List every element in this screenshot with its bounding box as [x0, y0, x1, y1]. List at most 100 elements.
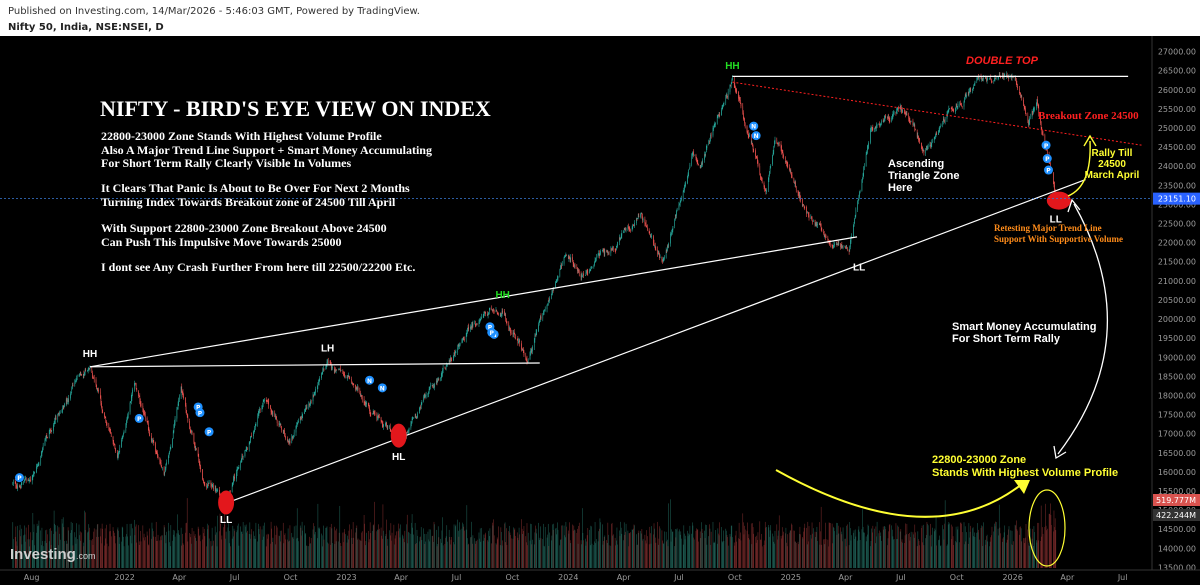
- volume-bar: [715, 530, 716, 568]
- volume-bar: [416, 529, 418, 568]
- volume-bar: [359, 539, 361, 568]
- candle-body: [957, 104, 959, 107]
- candle-body: [977, 77, 978, 81]
- candle-body: [972, 88, 974, 90]
- volume-bar: [93, 531, 94, 568]
- candle-body: [289, 440, 290, 443]
- volume-bar: [446, 525, 448, 568]
- volume-bar: [658, 538, 660, 568]
- candle-body: [50, 430, 52, 432]
- candle-body: [23, 482, 25, 484]
- candle-body: [173, 427, 175, 433]
- volume-bar: [215, 534, 217, 568]
- volume-bar: [84, 529, 86, 568]
- candle-body: [943, 118, 944, 122]
- volume-bar: [576, 532, 578, 568]
- candle-body: [412, 417, 414, 419]
- volume-profile-arc: [775, 469, 1023, 518]
- volume-bar: [293, 526, 295, 568]
- volume-bar: [910, 536, 911, 568]
- candle-body: [556, 280, 558, 282]
- candle-body: [1028, 120, 1029, 125]
- candle-body: [121, 439, 122, 448]
- volume-bar: [339, 505, 341, 568]
- volume-bar: [585, 538, 586, 568]
- event-marker-letter: P: [490, 330, 495, 337]
- event-marker: N: [365, 375, 375, 385]
- volume-bar: [380, 527, 382, 568]
- price-axis-bg: [1152, 36, 1200, 585]
- volume-bar: [529, 540, 531, 568]
- candle-body: [611, 249, 613, 251]
- volume-bar: [889, 523, 891, 568]
- volume-bar: [326, 526, 328, 568]
- volume-bar: [194, 534, 196, 568]
- candle-body: [383, 424, 384, 427]
- volume-bar: [810, 534, 812, 568]
- candle-body: [837, 244, 838, 245]
- volume-bar: [246, 532, 248, 568]
- volume-bar: [285, 539, 286, 568]
- volume-bar: [698, 541, 699, 568]
- chart-pane[interactable]: PPPPPNNPNPNNPPP 13500.0014000.0014500.00…: [0, 36, 1200, 585]
- ascending-triangle-label: Ascending: [888, 158, 944, 170]
- volume-bar: [602, 544, 604, 568]
- volume-bar: [776, 524, 778, 568]
- candle-body: [816, 223, 817, 225]
- volume-bar: [625, 523, 627, 568]
- volume-bar: [725, 528, 727, 568]
- candle-body: [112, 436, 114, 442]
- volume-bar: [236, 532, 237, 568]
- candle-body: [904, 112, 906, 114]
- volume-bar: [525, 536, 527, 568]
- candle-body: [24, 480, 25, 483]
- volume-bar: [484, 537, 485, 568]
- volume-bar: [935, 529, 936, 568]
- volume-bar: [718, 535, 720, 568]
- volume-bar: [488, 536, 490, 568]
- candle-body: [1037, 99, 1038, 105]
- volume-bar: [127, 545, 129, 568]
- candle-body: [92, 375, 94, 378]
- candle-body: [330, 362, 331, 365]
- volume-bar: [657, 521, 658, 568]
- volume-bar: [987, 541, 989, 568]
- volume-bar: [242, 522, 244, 568]
- volume-bar: [667, 546, 669, 568]
- candle-body: [28, 480, 30, 482]
- candle-body: [98, 389, 99, 392]
- candle-body: [29, 479, 31, 481]
- candle-body: [947, 111, 948, 115]
- candle-body: [891, 116, 893, 119]
- candle-body: [568, 255, 569, 259]
- candle-body: [237, 469, 238, 471]
- volume-bar: [161, 535, 162, 568]
- candle-body: [662, 260, 663, 262]
- candle-body: [16, 485, 17, 488]
- candle-body: [247, 448, 248, 450]
- candle-body: [529, 352, 531, 360]
- volume-bar: [780, 535, 782, 568]
- volume-bar: [279, 530, 281, 568]
- volume-bar: [482, 540, 484, 568]
- volume-bar: [999, 527, 1001, 568]
- volume-bar: [1027, 529, 1029, 568]
- volume-bar: [151, 522, 153, 568]
- candle-body: [230, 491, 231, 493]
- volume-bar: [983, 522, 984, 568]
- candle-body: [1028, 121, 1030, 125]
- candle-body: [574, 265, 576, 268]
- volume-bar: [644, 534, 646, 568]
- candle-body: [696, 160, 698, 163]
- volume-bar: [377, 529, 378, 568]
- price-chart[interactable]: PPPPPNNPNPNNPPP 13500.0014000.0014500.00…: [0, 36, 1200, 585]
- volume-bar: [969, 537, 970, 568]
- volume-bar: [692, 525, 694, 568]
- candle-body: [1008, 77, 1009, 79]
- candle-body: [408, 430, 409, 432]
- volume-bar: [738, 538, 739, 568]
- volume-bar: [458, 536, 460, 568]
- volume-bar: [943, 539, 945, 568]
- candle-body: [981, 78, 982, 80]
- volume-bar: [998, 504, 1000, 568]
